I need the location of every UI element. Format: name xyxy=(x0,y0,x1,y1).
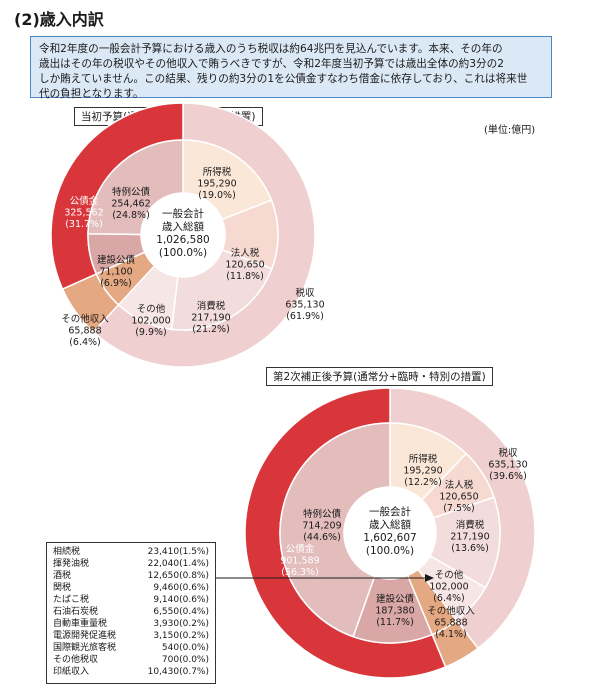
inner-slice-label: 特例公債 254,462 (24.8%) xyxy=(111,186,150,221)
inner-slice-label: 法人税 120,650 (11.8%) xyxy=(225,247,264,282)
inner-slice-label: 法人税 120,650 (7.5%) xyxy=(439,479,478,514)
inner-slice-label: その他 102,000 (6.4%) xyxy=(429,569,468,604)
breakdown-item-name: その他税収 xyxy=(53,655,99,665)
breakdown-row: 電源開発促進税 3,150(0.2%) xyxy=(53,630,209,642)
inner-slice-label: 建設公債 71,100 (6.9%) xyxy=(97,254,136,289)
breakdown-item-value: 9,140(0.6%) xyxy=(153,595,209,605)
intro-line: しか賄えていません。この結果、残りの約3分の1を公債金すなわち借金に依存しており… xyxy=(39,73,528,85)
inner-slice-label: 建設公債 187,380 (11.7%) xyxy=(375,593,414,628)
breakdown-row: その他税収 700(0.0%) xyxy=(53,654,209,666)
outer-slice-label: 公債金 325,562 (31.7%) xyxy=(64,195,103,230)
intro-line: 歳出はその年の税収やその他収入で賄うべきですが、令和2年度当初予算では歳出全体の… xyxy=(39,58,504,70)
breakdown-row: 酒税 12,650(0.8%) xyxy=(53,570,209,582)
center-hole xyxy=(344,487,436,579)
breakdown-row: 石油石炭税 6,550(0.4%) xyxy=(53,606,209,618)
connector-arrowhead xyxy=(425,574,434,582)
outer-slice-label: 公債金 901,589 (56.3%) xyxy=(280,543,319,578)
inner-slice-label: 消費税 217,190 (21.2%) xyxy=(191,300,230,335)
center-total-label: 一般会計歳入総額 1,026,580 (100.0%) xyxy=(156,207,209,259)
breakdown-row: 関税 9,460(0.6%) xyxy=(53,582,209,594)
breakdown-item-value: 10,430(0.7%) xyxy=(147,667,209,677)
breakdown-row: 揮発油税 22,040(1.4%) xyxy=(53,558,209,570)
breakdown-item-value: 23,410(1.5%) xyxy=(147,547,209,557)
center-hole xyxy=(141,193,225,277)
breakdown-item-name: 印紙収入 xyxy=(53,667,90,677)
breakdown-item-value: 12,650(0.8%) xyxy=(147,571,209,581)
outer-slice-label: 税収 635,130 (39.6%) xyxy=(488,447,527,482)
breakdown-item-name: 揮発油税 xyxy=(53,559,90,569)
breakdown-item-name: 国際観光旅客税 xyxy=(53,643,117,653)
breakdown-item-value: 6,550(0.4%) xyxy=(153,607,209,617)
section-heading: (2)歳入内訳 xyxy=(14,10,104,29)
breakdown-item-name: 酒税 xyxy=(53,571,72,581)
breakdown-item-name: 電源開発促進税 xyxy=(53,631,117,641)
breakdown-item-value: 9,460(0.6%) xyxy=(153,583,209,593)
breakdown-row: 自動車重量税 3,930(0.2%) xyxy=(53,618,209,630)
breakdown-item-name: 自動車重量税 xyxy=(53,619,108,629)
inner-slice-label: 所得税 195,290 (12.2%) xyxy=(403,453,442,488)
inner-slice-label: 消費税 217,190 (13.6%) xyxy=(450,519,489,554)
breakdown-item-value: 3,150(0.2%) xyxy=(153,631,209,641)
breakdown-row: たばこ税 9,140(0.6%) xyxy=(53,594,209,606)
outer-slice-label: その他収入 65,888 (6.4%) xyxy=(61,313,109,348)
breakdown-item-value: 540(0.0%) xyxy=(161,643,209,653)
inner-slice-label: 所得税 195,290 (19.0%) xyxy=(197,166,236,201)
sonota-breakdown-legend: 相続税 23,410(1.5%) 揮発油税 22,040(1.4%) 酒税 12,650(… xyxy=(46,542,216,684)
chart2-subtitle: 第2次補正後予算(通常分+臨時・特別の措置) xyxy=(266,367,493,386)
inner-slice-label: その他 102,000 (9.9%) xyxy=(131,303,170,338)
intro-text-box: 令和2年度の一般会計予算における歳入のうち税収は約64兆円を見込んでいます。本来… xyxy=(30,36,552,100)
breakdown-item-name: たばこ税 xyxy=(53,595,90,605)
breakdown-item-value: 22,040(1.4%) xyxy=(147,559,209,569)
breakdown-row: 相続税 23,410(1.5%) xyxy=(53,546,209,558)
breakdown-row: 印紙収入 10,430(0.7%) xyxy=(53,666,209,678)
outer-slice-label: その他収入 65,888 (4.1%) xyxy=(427,605,475,640)
breakdown-item-value: 700(0.0%) xyxy=(161,655,209,665)
intro-line: 令和2年度の一般会計予算における歳入のうち税収は約64兆円を見込んでいます。本来… xyxy=(39,43,503,55)
breakdown-item-name: 石油石炭税 xyxy=(53,607,99,617)
breakdown-row: 国際観光旅客税 540(0.0%) xyxy=(53,642,209,654)
unit-label: (単位:億円) xyxy=(484,125,536,136)
breakdown-item-name: 相続税 xyxy=(53,547,81,557)
breakdown-item-name: 関税 xyxy=(53,583,72,593)
inner-slice-label: 特例公債 714,209 (44.6%) xyxy=(302,508,341,543)
intro-line: 代の負担となります。 xyxy=(39,88,144,100)
outer-slice-label: 税収 635,130 (61.9%) xyxy=(285,287,324,322)
breakdown-item-value: 3,930(0.2%) xyxy=(153,619,209,629)
center-total-label: 一般会計歳入総額 1,602,607 (100.0%) xyxy=(363,505,416,557)
